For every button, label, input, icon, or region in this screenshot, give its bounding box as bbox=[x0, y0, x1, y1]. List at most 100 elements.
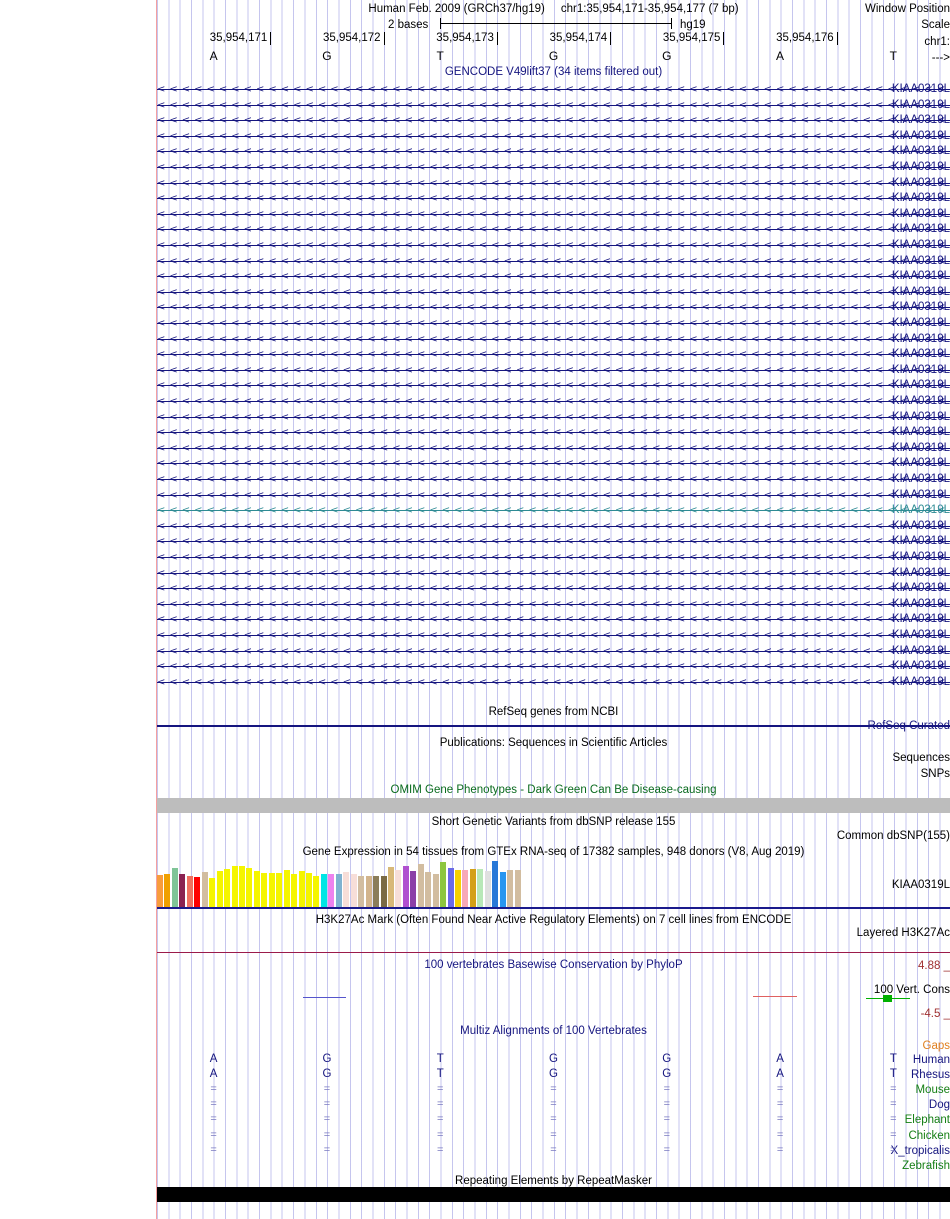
gene-row-label[interactable]: KIAA0319L bbox=[891, 660, 950, 673]
gene-row-label[interactable]: KIAA0319L bbox=[891, 473, 950, 485]
gtex-tissue-bar[interactable] bbox=[298, 871, 305, 908]
gene-row[interactable]: <<<<<<<<<<<<<<<<<<<<<<<<<<<<<<<<<<<<<<<<… bbox=[157, 677, 950, 688]
gene-row-label[interactable]: KIAA0319L bbox=[891, 613, 950, 626]
gene-row-label[interactable]: KIAA0319L bbox=[891, 629, 950, 641]
gtex-tissue-bar[interactable] bbox=[380, 876, 387, 908]
gtex-tissue-bar[interactable] bbox=[179, 874, 186, 908]
gene-row-label[interactable]: KIAA0319L bbox=[891, 363, 950, 376]
gene-row[interactable]: <<<<<<<<<<<<<<<<<<<<<<<<<<<<<<<<<<<<<<<<… bbox=[157, 427, 950, 438]
gene-row[interactable]: <<<<<<<<<<<<<<<<<<<<<<<<<<<<<<<<<<<<<<<<… bbox=[157, 256, 950, 267]
gene-row[interactable]: <<<<<<<<<<<<<<<<<<<<<<<<<<<<<<<<<<<<<<<<… bbox=[157, 365, 950, 376]
gene-row[interactable]: <<<<<<<<<<<<<<<<<<<<<<<<<<<<<<<<<<<<<<<<… bbox=[157, 474, 950, 485]
gene-row-label[interactable]: KIAA0319L bbox=[891, 441, 950, 454]
gene-row-label[interactable]: KIAA0319L bbox=[891, 410, 950, 423]
gtex-tissue-bar[interactable] bbox=[335, 874, 342, 908]
multiz-species-label[interactable]: Zebrafish bbox=[902, 1159, 950, 1172]
gtex-tissue-bar[interactable] bbox=[253, 871, 260, 908]
multiz-species-label[interactable]: Chicken bbox=[908, 1129, 950, 1142]
gene-row-label[interactable]: KIAA0319L bbox=[891, 535, 950, 548]
gtex-tissue-bar[interactable] bbox=[283, 870, 290, 908]
gtex-tissue-bar[interactable] bbox=[499, 872, 506, 908]
gene-row[interactable]: <<<<<<<<<<<<<<<<<<<<<<<<<<<<<<<<<<<<<<<<… bbox=[157, 599, 950, 610]
gtex-tissue-bar[interactable] bbox=[231, 866, 238, 908]
gtex-tissue-bar[interactable] bbox=[462, 870, 469, 908]
gene-row[interactable]: <<<<<<<<<<<<<<<<<<<<<<<<<<<<<<<<<<<<<<<<… bbox=[157, 661, 950, 672]
gene-row-label[interactable]: KIAA0319L bbox=[891, 551, 950, 563]
gene-row-label[interactable]: KIAA0319L bbox=[891, 395, 950, 407]
gene-row-label[interactable]: KIAA0319L bbox=[891, 270, 950, 283]
gene-row[interactable]: <<<<<<<<<<<<<<<<<<<<<<<<<<<<<<<<<<<<<<<<… bbox=[157, 521, 950, 532]
gene-row-label[interactable]: KIAA0319L bbox=[891, 129, 950, 142]
gene-row[interactable]: <<<<<<<<<<<<<<<<<<<<<<<<<<<<<<<<<<<<<<<<… bbox=[157, 490, 950, 501]
gene-row[interactable]: <<<<<<<<<<<<<<<<<<<<<<<<<<<<<<<<<<<<<<<<… bbox=[157, 396, 950, 407]
gene-row-label[interactable]: KIAA0319L bbox=[891, 426, 950, 439]
gene-row-label[interactable]: KIAA0319L bbox=[891, 207, 950, 220]
gene-row-label[interactable]: KIAA0319L bbox=[891, 192, 950, 205]
multiz-species-label[interactable]: Mouse bbox=[915, 1084, 950, 1097]
gtex-tissue-bar[interactable] bbox=[455, 870, 461, 908]
gtex-tissue-bar[interactable] bbox=[410, 871, 417, 908]
gene-row-label[interactable]: KIAA0319L bbox=[891, 223, 950, 236]
gtex-tissue-bar[interactable] bbox=[164, 874, 171, 908]
gtex-tissue-bar[interactable] bbox=[469, 869, 476, 908]
gene-row[interactable]: <<<<<<<<<<<<<<<<<<<<<<<<<<<<<<<<<<<<<<<<… bbox=[157, 178, 950, 189]
gtex-expression-barchart[interactable] bbox=[157, 860, 522, 908]
gtex-tissue-bar[interactable] bbox=[507, 870, 514, 908]
gtex-tissue-bar[interactable] bbox=[306, 873, 312, 908]
gene-row[interactable]: <<<<<<<<<<<<<<<<<<<<<<<<<<<<<<<<<<<<<<<<… bbox=[157, 100, 950, 111]
gene-row-label[interactable]: KIAA0319L bbox=[891, 114, 950, 127]
gtex-tissue-bar[interactable] bbox=[157, 875, 163, 908]
gene-row-label[interactable]: KIAA0319L bbox=[891, 254, 950, 267]
gtex-tissue-bar[interactable] bbox=[320, 874, 327, 908]
gtex-tissue-bar[interactable] bbox=[328, 874, 335, 908]
omim-gene-bar[interactable] bbox=[157, 798, 950, 813]
gene-row-label[interactable]: KIAA0319L bbox=[891, 504, 950, 517]
gtex-tissue-bar[interactable] bbox=[387, 867, 394, 908]
gene-row-label[interactable]: KIAA0319L bbox=[891, 582, 950, 595]
gene-row[interactable]: <<<<<<<<<<<<<<<<<<<<<<<<<<<<<<<<<<<<<<<<… bbox=[157, 193, 950, 204]
gtex-tissue-bar[interactable] bbox=[268, 873, 275, 908]
gtex-tissue-bar[interactable] bbox=[313, 876, 320, 908]
gene-row-label[interactable]: KIAA0319L bbox=[891, 519, 950, 532]
gene-row[interactable]: <<<<<<<<<<<<<<<<<<<<<<<<<<<<<<<<<<<<<<<<… bbox=[157, 240, 950, 251]
gene-row[interactable]: <<<<<<<<<<<<<<<<<<<<<<<<<<<<<<<<<<<<<<<<… bbox=[157, 334, 950, 345]
gene-row-label[interactable]: KIAA0319L bbox=[891, 379, 950, 392]
multiz-species-label[interactable]: X_tropicalis bbox=[890, 1144, 950, 1157]
gene-row[interactable]: <<<<<<<<<<<<<<<<<<<<<<<<<<<<<<<<<<<<<<<<… bbox=[157, 131, 950, 142]
gene-row-label[interactable]: KIAA0319L bbox=[891, 317, 950, 329]
gtex-tissue-bar[interactable] bbox=[440, 862, 447, 908]
gtex-tissue-bar[interactable] bbox=[358, 876, 365, 908]
gtex-tissue-bar[interactable] bbox=[343, 872, 350, 908]
gtex-tissue-bar[interactable] bbox=[201, 872, 208, 908]
gtex-tissue-bar[interactable] bbox=[276, 873, 283, 908]
gene-row-label[interactable]: KIAA0319L bbox=[891, 488, 950, 501]
gene-row[interactable]: <<<<<<<<<<<<<<<<<<<<<<<<<<<<<<<<<<<<<<<<… bbox=[157, 115, 950, 126]
gtex-tissue-bar[interactable] bbox=[261, 873, 268, 908]
gene-row-label[interactable]: KIAA0319L bbox=[891, 98, 950, 111]
gene-row[interactable]: <<<<<<<<<<<<<<<<<<<<<<<<<<<<<<<<<<<<<<<<… bbox=[157, 412, 950, 423]
gene-row[interactable]: <<<<<<<<<<<<<<<<<<<<<<<<<<<<<<<<<<<<<<<<… bbox=[157, 209, 950, 220]
gene-row-label[interactable]: KIAA0319L bbox=[891, 457, 950, 470]
gtex-tissue-bar[interactable] bbox=[171, 868, 178, 908]
gene-row-label[interactable]: KIAA0319L bbox=[891, 332, 950, 345]
gtex-tissue-bar[interactable] bbox=[291, 874, 298, 908]
gene-row[interactable]: <<<<<<<<<<<<<<<<<<<<<<<<<<<<<<<<<<<<<<<<… bbox=[157, 614, 950, 625]
gene-row[interactable]: <<<<<<<<<<<<<<<<<<<<<<<<<<<<<<<<<<<<<<<<… bbox=[157, 271, 950, 282]
gene-row-label[interactable]: KIAA0319L bbox=[891, 566, 950, 579]
gene-row[interactable]: <<<<<<<<<<<<<<<<<<<<<<<<<<<<<<<<<<<<<<<<… bbox=[157, 318, 950, 329]
gtex-tissue-bar[interactable] bbox=[194, 877, 201, 908]
gene-row[interactable]: <<<<<<<<<<<<<<<<<<<<<<<<<<<<<<<<<<<<<<<<… bbox=[157, 146, 950, 157]
gene-row-label[interactable]: KIAA0319L bbox=[891, 239, 950, 251]
gtex-tissue-bar[interactable] bbox=[216, 871, 223, 908]
gtex-tissue-bar[interactable] bbox=[477, 869, 484, 908]
gene-row[interactable]: <<<<<<<<<<<<<<<<<<<<<<<<<<<<<<<<<<<<<<<<… bbox=[157, 224, 950, 235]
gene-row[interactable]: <<<<<<<<<<<<<<<<<<<<<<<<<<<<<<<<<<<<<<<<… bbox=[157, 646, 950, 657]
gene-row[interactable]: <<<<<<<<<<<<<<<<<<<<<<<<<<<<<<<<<<<<<<<<… bbox=[157, 287, 950, 298]
multiz-species-label[interactable]: Elephant bbox=[904, 1114, 950, 1127]
gene-row-label[interactable]: KIAA0319L bbox=[891, 145, 950, 158]
multiz-species-label[interactable]: Dog bbox=[928, 1099, 950, 1112]
gtex-tissue-bar[interactable] bbox=[365, 876, 372, 908]
gene-row-label[interactable]: KIAA0319L bbox=[891, 597, 950, 610]
gtex-tissue-bar[interactable] bbox=[224, 869, 231, 908]
gene-row-label[interactable]: KIAA0319L bbox=[891, 301, 950, 314]
